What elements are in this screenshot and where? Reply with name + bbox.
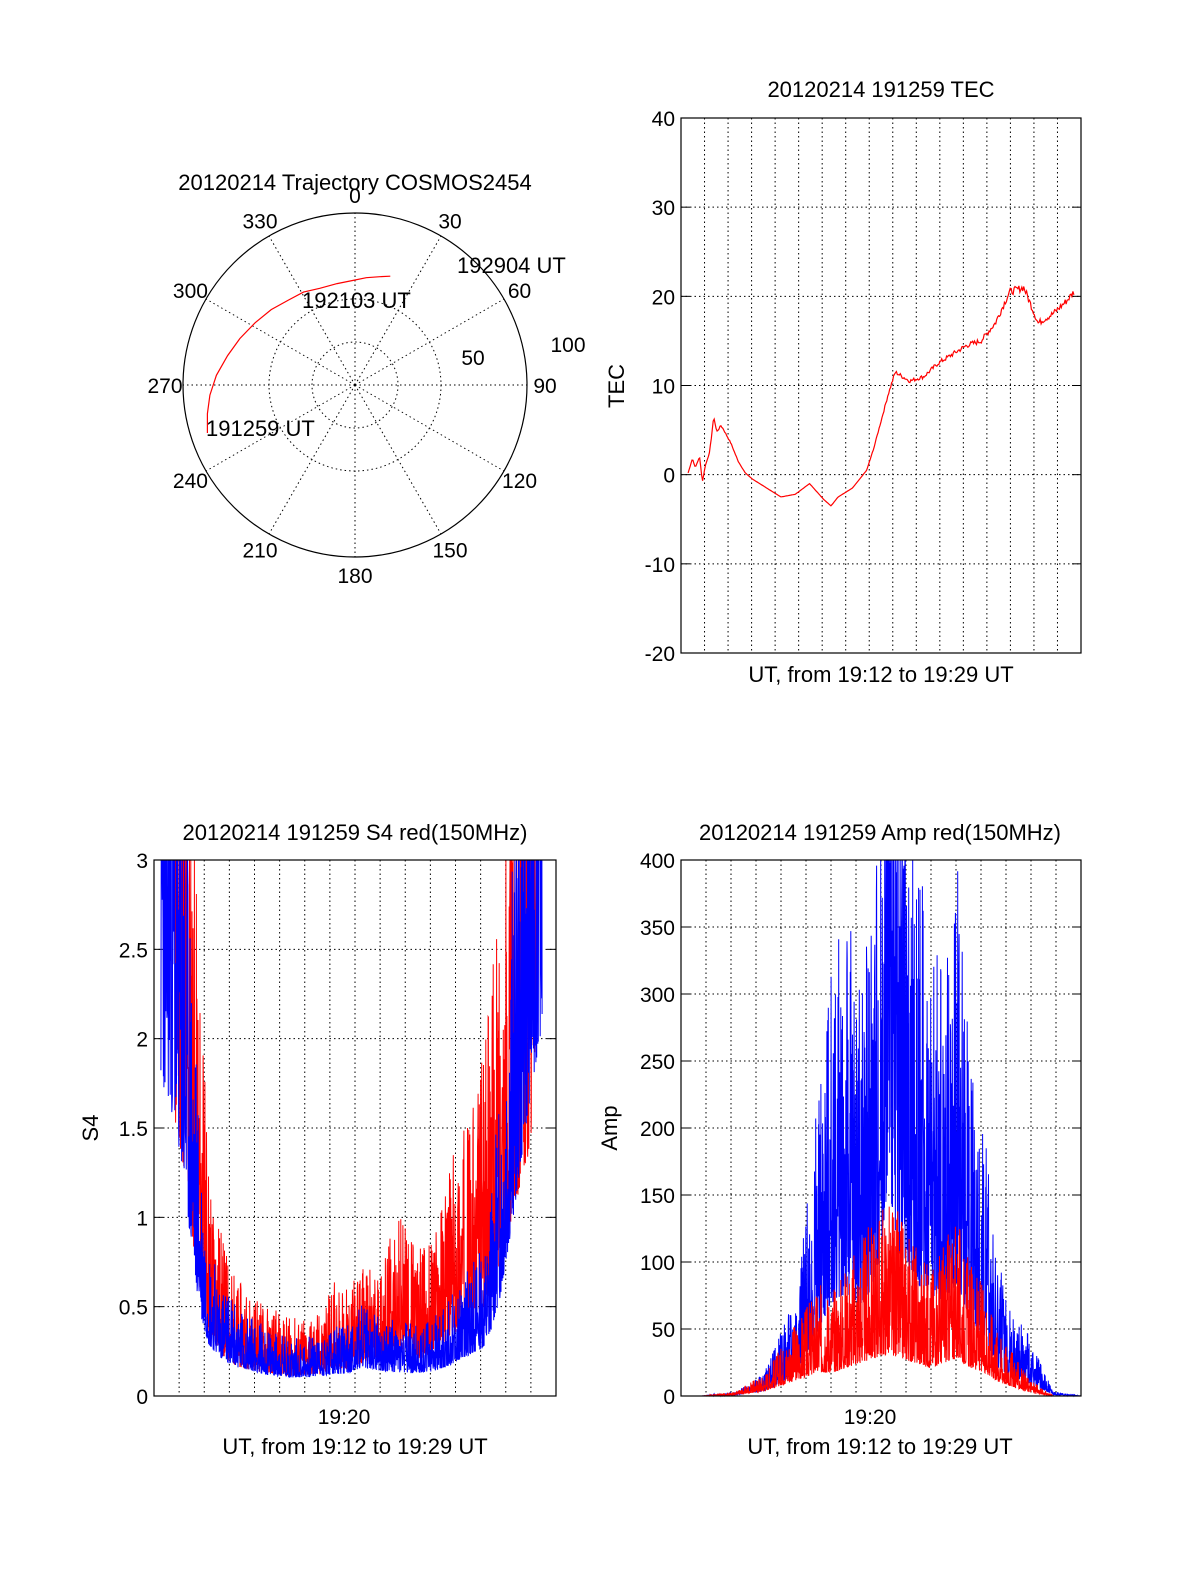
- y-tick-label: 3: [136, 850, 148, 873]
- polar-azimuth-label: 330: [242, 210, 277, 233]
- tec-title: 20120214 191259 TEC: [767, 77, 994, 102]
- s4-blue-series-line: [160, 859, 543, 1379]
- y-tick-label: 150: [640, 1185, 675, 1208]
- polar-azimuth-label: 270: [147, 375, 182, 398]
- y-tick-label: 0: [663, 1386, 675, 1409]
- polar-spoke: [205, 384, 356, 472]
- amp-x-label: UT, from 19:12 to 19:29 UT: [747, 1434, 1012, 1459]
- tec-y-ticks: -20 -10 0 10 20 30 40: [645, 108, 1081, 666]
- y-tick-label: 50: [652, 1319, 675, 1342]
- y-tick-label: 350: [640, 917, 675, 940]
- polar-spoke: [354, 384, 505, 472]
- polar-spoke: [354, 235, 442, 386]
- amp-y-ticks: 0 50 100 150 200 250 300 350 400: [640, 850, 1081, 1409]
- trajectory-title: 20120214 Trajectory COSMOS2454: [178, 170, 531, 195]
- amp-title: 20120214 191259 Amp red(150MHz): [699, 820, 1061, 845]
- s4-x-tick-label: 19:20: [318, 1406, 371, 1429]
- amp-y-label: Amp: [597, 1105, 622, 1150]
- y-tick-label: 250: [640, 1051, 675, 1074]
- y-tick-label: 2.5: [119, 939, 148, 962]
- y-tick-label: 40: [652, 108, 675, 131]
- polar-azimuth-label: 30: [438, 210, 461, 233]
- y-tick-label: 2: [136, 1029, 148, 1052]
- tec-y-label: TEC: [604, 364, 629, 408]
- amp-x-tick-label: 19:20: [844, 1406, 897, 1429]
- elevation-ring-label: 50: [461, 347, 484, 370]
- polar-grid: [183, 213, 527, 557]
- trajectory-polar-plot: 20120214 Trajectory COSMOS2454 0 30 60 90 12…: [147, 170, 585, 588]
- polar-azimuth-label: 60: [508, 280, 531, 303]
- y-tick-label: 400: [640, 850, 675, 873]
- y-tick-label: -10: [645, 554, 675, 577]
- y-tick-label: 100: [640, 1252, 675, 1275]
- trajectory-start-label: 191259 UT: [206, 416, 315, 441]
- polar-azimuth-label: 300: [173, 280, 208, 303]
- polar-azimuth-label: 210: [242, 540, 277, 563]
- tec-plot: 20120214 191259 TEC -20 -10 0 10 20 30 40 UT, …: [604, 77, 1082, 687]
- y-tick-label: 10: [652, 376, 675, 399]
- tec-x-label: UT, from 19:12 to 19:29 UT: [748, 662, 1013, 687]
- polar-azimuth-label: 90: [533, 375, 556, 398]
- y-tick-label: 30: [652, 197, 675, 220]
- trajectory-series-line: [206, 275, 391, 433]
- polar-azimuth-label: 0: [349, 185, 361, 208]
- amp-plot: 20120214 191259 Amp red(150MHz) 0 50 100 15…: [597, 820, 1082, 1459]
- elevation-ring-label: 100: [550, 334, 585, 357]
- y-tick-label: -20: [645, 643, 675, 666]
- tec-series-line: [687, 285, 1075, 507]
- polar-spoke: [205, 298, 356, 386]
- s4-red-series-line: [174, 859, 536, 1377]
- y-tick-label: 1.5: [119, 1118, 148, 1141]
- s4-title: 20120214 191259 S4 red(150MHz): [183, 820, 528, 845]
- polar-azimuth-label: 180: [337, 565, 372, 588]
- s4-frame: [153, 859, 557, 1397]
- s4-x-label: UT, from 19:12 to 19:29 UT: [222, 1434, 487, 1459]
- amp-frame: [680, 859, 1082, 1397]
- trajectory-mid-label: 192103 UT: [302, 288, 411, 313]
- polar-azimuth-label: 240: [173, 470, 208, 493]
- polar-azimuth-labels: 0 30 60 90 120 150 180 210 240 270 300 330: [147, 185, 556, 588]
- polar-spoke: [268, 235, 356, 386]
- y-tick-label: 0.5: [119, 1297, 148, 1320]
- s4-y-label: S4: [78, 1115, 103, 1142]
- s4-plot: 20120214 191259 S4 red(150MHz) 0 0.5 1 1.5 2…: [78, 820, 557, 1459]
- polar-spoke: [354, 384, 442, 535]
- y-tick-label: 0: [663, 465, 675, 488]
- polar-azimuth-label: 120: [502, 470, 537, 493]
- trajectory-end-label: 192904 UT: [457, 253, 566, 278]
- polar-spoke: [268, 384, 356, 535]
- polar-spoke: [354, 298, 505, 386]
- tec-grid: [681, 118, 1081, 653]
- polar-azimuth-label: 150: [432, 540, 467, 563]
- tec-frame: [680, 117, 1082, 654]
- y-tick-label: 20: [652, 286, 675, 309]
- y-tick-label: 300: [640, 984, 675, 1007]
- y-tick-label: 200: [640, 1118, 675, 1141]
- amp-red-series-line: [701, 1206, 1081, 1398]
- polar-ring: [311, 341, 399, 429]
- y-tick-label: 0: [136, 1386, 148, 1409]
- y-tick-label: 1: [136, 1207, 148, 1230]
